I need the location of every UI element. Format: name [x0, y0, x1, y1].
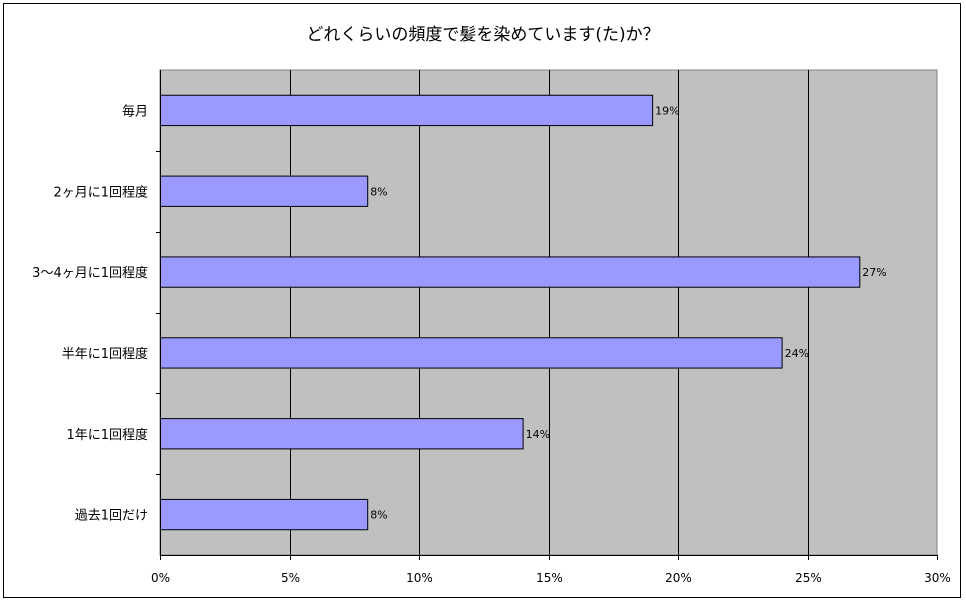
x-tick-label: 15% — [536, 571, 563, 585]
y-tick-label: 2ヶ月に1回程度 — [53, 184, 148, 200]
data-label: 27% — [862, 266, 886, 279]
bar — [160, 498, 369, 531]
bar — [160, 256, 861, 288]
data-label: 8% — [370, 185, 387, 198]
y-tick-label: 過去1回だけ — [75, 509, 148, 524]
x-tick-label: 25% — [795, 571, 822, 585]
y-tick-label: 3〜4ヶ月に1回程度 — [32, 265, 148, 281]
x-tick-label: 30% — [924, 571, 951, 585]
x-tick-label: 10% — [406, 571, 433, 585]
y-tick-label: 半年に1回程度 — [62, 346, 148, 362]
y-tick-label: 毎月 — [122, 103, 148, 119]
chart-title: どれくらいの頻度で髪を染めています(た)か？ — [306, 25, 660, 45]
x-tick-label: 20% — [665, 571, 692, 585]
data-label: 8% — [370, 509, 387, 522]
bar — [160, 418, 524, 450]
data-label: 14% — [526, 428, 550, 441]
data-label: 19% — [655, 104, 679, 117]
plot-area — [159, 69, 938, 556]
y-tick-label: 1年に1回程度 — [66, 427, 148, 443]
bar — [160, 94, 654, 127]
x-tick-label: 0% — [151, 571, 170, 585]
bar — [160, 175, 369, 207]
x-tick-label: 5% — [281, 571, 300, 585]
bar — [160, 337, 783, 369]
data-label: 24% — [785, 347, 809, 360]
